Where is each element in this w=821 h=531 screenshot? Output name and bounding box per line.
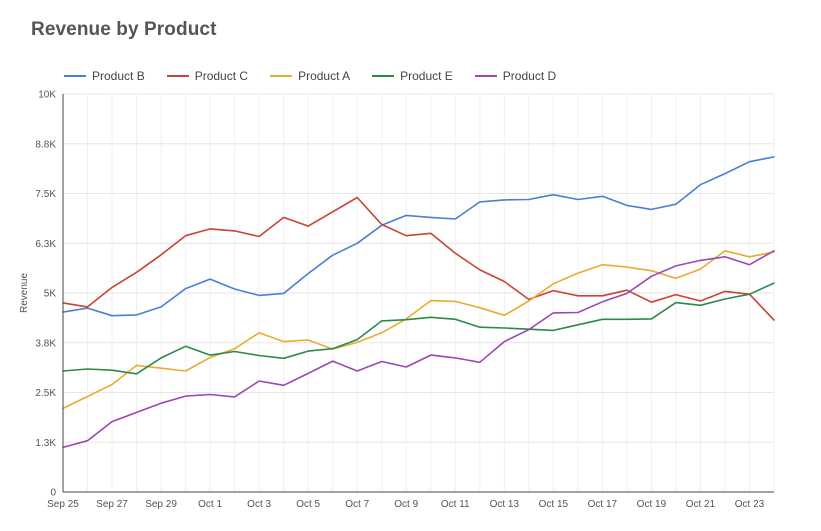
y-tick-label: 3.8K — [35, 338, 56, 349]
grid-layer — [62, 93, 775, 492]
legend-swatch — [270, 75, 293, 77]
y-tick-label: 6.3K — [35, 239, 56, 250]
legend: Product B Product C Product A Product E Prod… — [64, 67, 578, 85]
y-axis-label: Revenue — [19, 273, 30, 313]
x-tick-label: Oct 1 — [198, 499, 222, 510]
legend-swatch — [64, 75, 86, 77]
x-tick-label: Oct 19 — [637, 499, 667, 510]
series-line-product-b — [62, 156, 775, 317]
y-tick-label: 0 — [50, 488, 56, 499]
legend-item[interactable]: Product B — [64, 69, 145, 83]
y-tick-label: 2.5K — [35, 388, 56, 399]
legend-label: Product B — [92, 69, 145, 83]
y-tick-label: 1.3K — [35, 438, 56, 449]
series-layer — [62, 156, 775, 449]
legend-label: Product D — [502, 69, 557, 83]
y-tick-label: 8.8K — [35, 139, 56, 150]
x-tick-label: Sep 29 — [145, 499, 177, 510]
legend-swatch — [474, 75, 497, 77]
x-tick-label: Sep 25 — [47, 499, 79, 510]
x-tick-label: Oct 5 — [296, 499, 320, 510]
legend-label: Product E — [400, 69, 453, 83]
legend-item[interactable]: Product E — [372, 69, 453, 83]
y-tick-label: 5K — [44, 289, 57, 300]
chart-title: Revenue by Product — [31, 19, 217, 40]
x-tick-label: Oct 7 — [345, 499, 369, 510]
series-line-product-c — [62, 196, 775, 321]
axis-layer: 0 1.3K 2.5K 3.8K 5K 6.3K 7.5K 8.8K 10K Sep 25 Sep … — [35, 90, 774, 510]
legend-swatch — [166, 75, 189, 77]
x-tick-label: Oct 11 — [441, 499, 470, 510]
legend-item[interactable]: Product A — [270, 69, 350, 83]
legend-item[interactable]: Product D — [474, 69, 557, 83]
series-line-product-e — [62, 282, 775, 375]
x-tick-label: Oct 3 — [247, 499, 271, 510]
x-tick-label: Oct 23 — [735, 499, 765, 510]
x-tick-label: Oct 21 — [686, 499, 716, 510]
series-line-product-d — [62, 250, 775, 449]
y-tick-label: 7.5K — [35, 189, 56, 200]
legend-item[interactable]: Product C — [166, 69, 249, 83]
legend-swatch — [372, 75, 395, 77]
y-tick-label: 10K — [38, 90, 56, 101]
x-tick-label: Oct 9 — [394, 499, 418, 510]
x-tick-label: Oct 17 — [588, 499, 618, 510]
series-line-product-a — [62, 250, 775, 410]
x-tick-label: Oct 13 — [490, 499, 520, 510]
x-tick-label: Oct 15 — [539, 499, 569, 510]
x-tick-label: Sep 27 — [96, 499, 128, 510]
legend-label: Product A — [298, 69, 351, 83]
legend-label: Product C — [194, 69, 249, 83]
